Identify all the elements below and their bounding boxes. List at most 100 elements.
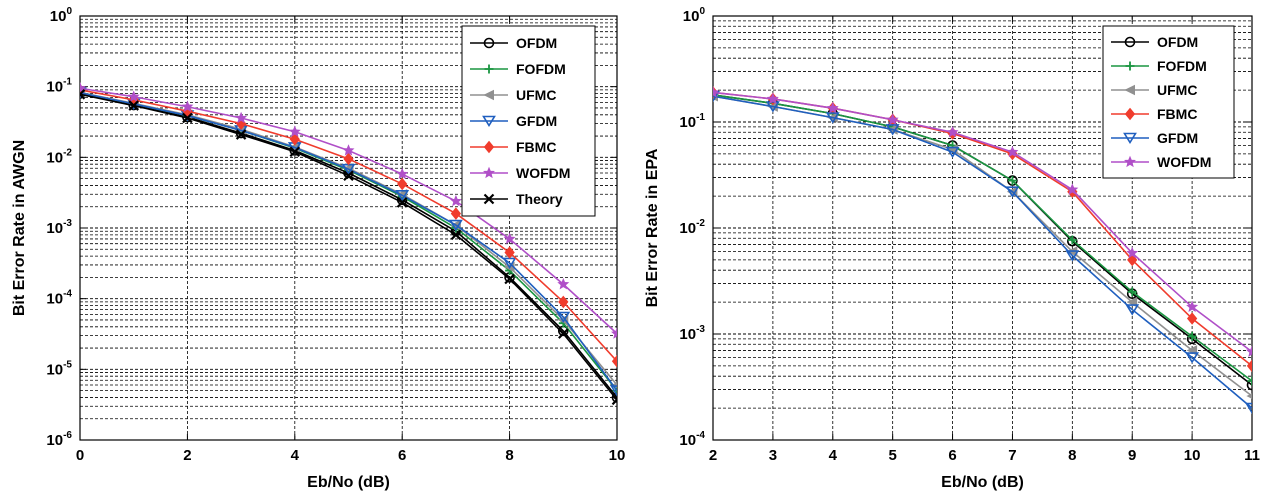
x-tick-label: 4 <box>291 447 300 464</box>
legend-label: FOFDM <box>516 61 566 77</box>
data-point <box>611 354 617 368</box>
data-point <box>80 81 86 94</box>
x-tick-label: 0 <box>76 447 84 464</box>
legend-label: FOFDM <box>1157 58 1207 74</box>
x-tick-label: 2 <box>183 447 191 464</box>
data-point <box>448 219 463 232</box>
y-tick-label: 10-5 <box>46 359 72 378</box>
x-tick-label: 7 <box>1008 447 1016 464</box>
data-point <box>825 112 840 124</box>
legend-item: OFDM <box>470 35 557 51</box>
legend-item: WOFDM <box>1111 154 1211 170</box>
data-point <box>449 194 462 207</box>
data-point <box>946 125 959 138</box>
data-point <box>289 133 300 146</box>
data-point <box>450 229 462 241</box>
legend-item: UFMC <box>470 87 556 103</box>
legend-marker <box>483 37 495 49</box>
y-tick-label: 10-3 <box>46 218 72 237</box>
data-point <box>181 100 194 112</box>
chart-2: 2 3 4 5 6 7 8 9 10 11 10-4 10-3 10-2 10-1 100 Eb/No (dB… <box>644 6 1260 491</box>
series-line <box>713 94 1252 382</box>
x-tick-label: 6 <box>398 447 406 464</box>
legend-label: OFDM <box>516 35 557 51</box>
x-tick-label: 10 <box>1184 447 1201 464</box>
legend-label: GFDM <box>516 113 557 129</box>
data-point <box>1246 393 1252 399</box>
legend-item: WOFDM <box>470 165 570 181</box>
data-point <box>450 207 462 220</box>
series-theory <box>80 89 617 406</box>
data-point <box>1246 379 1252 391</box>
legend-label: WOFDM <box>1157 154 1211 170</box>
legend: OFDM FOFDM UFMC FBMC GFDM WOFDM <box>1102 25 1235 179</box>
legend-item: FOFDM <box>1111 58 1207 74</box>
data-point <box>343 170 354 181</box>
data-point <box>945 146 960 159</box>
data-point <box>1185 352 1200 364</box>
data-point <box>1006 145 1019 158</box>
data-point <box>80 89 86 100</box>
y-tick-label: 10-4 <box>679 430 705 449</box>
data-point <box>397 177 408 191</box>
chart-1: 0 2 4 6 8 10 10-6 10-5 10-4 10-3 10-2 10-1 100 Eb/No … <box>11 6 625 491</box>
legend-label: FBMC <box>516 139 556 155</box>
series-gfdm <box>713 90 1252 415</box>
data-point <box>1246 359 1252 373</box>
data-point <box>611 394 617 406</box>
data-point <box>289 146 301 158</box>
legend-marker <box>1124 107 1136 121</box>
legend-marker <box>1124 155 1136 168</box>
data-point <box>556 311 571 324</box>
x-axis: 2 3 4 5 6 7 8 9 10 11 <box>709 16 1260 464</box>
legend-marker <box>483 89 494 101</box>
x-tick-label: 9 <box>1128 447 1136 464</box>
legend-item: FBMC <box>470 139 556 155</box>
legend-label: FBMC <box>1157 106 1197 122</box>
legend-label: GFDM <box>1157 130 1198 146</box>
legend-marker <box>483 166 495 179</box>
data-point <box>503 232 516 245</box>
y-tick-label: 10-1 <box>679 112 705 131</box>
data-point <box>557 277 570 290</box>
x-axis-label: Eb/No (dB) <box>307 474 390 491</box>
x-tick-label: 3 <box>769 447 777 464</box>
legend-marker <box>1125 61 1135 71</box>
data-point <box>1186 312 1198 325</box>
data-point <box>1247 376 1252 386</box>
data-point <box>1127 287 1137 297</box>
y-tick-label: 10-2 <box>679 218 705 237</box>
data-point <box>713 86 719 98</box>
x-tick-label: 8 <box>505 447 513 464</box>
data-point <box>611 392 617 403</box>
x-axis: 0 2 4 6 8 10 <box>76 16 625 464</box>
data-point <box>1067 235 1077 245</box>
legend-item: GFDM <box>470 113 557 129</box>
data-point <box>558 295 569 309</box>
data-point <box>396 167 409 180</box>
y-axis: 10-4 10-3 10-2 10-1 100 <box>679 6 1252 449</box>
legend-label: UFMC <box>516 87 556 103</box>
data-point <box>765 101 780 113</box>
data-point <box>1187 331 1197 341</box>
y-tick-label: 10-1 <box>46 77 72 96</box>
y-axis: 10-6 10-5 10-4 10-3 10-2 10-1 100 <box>46 6 617 449</box>
y-tick-label: 10-2 <box>46 147 72 166</box>
data-point <box>1005 186 1020 198</box>
data-point <box>343 152 354 166</box>
data-point <box>1125 304 1140 316</box>
data-point <box>396 197 408 208</box>
series-wofdm <box>713 86 1252 357</box>
data-point <box>235 111 248 124</box>
y-axis-label: Bit Error Rate in AWGN <box>11 140 28 316</box>
legend-marker <box>1123 132 1137 145</box>
legend-item: GFDM <box>1111 130 1198 146</box>
data-point <box>127 90 140 102</box>
data-point <box>886 113 899 125</box>
y-tick-label: 100 <box>683 6 706 25</box>
data-point <box>395 190 410 202</box>
legend-item: Theory <box>470 191 563 207</box>
data-point <box>610 385 617 397</box>
legend-item: FBMC <box>1111 106 1197 122</box>
